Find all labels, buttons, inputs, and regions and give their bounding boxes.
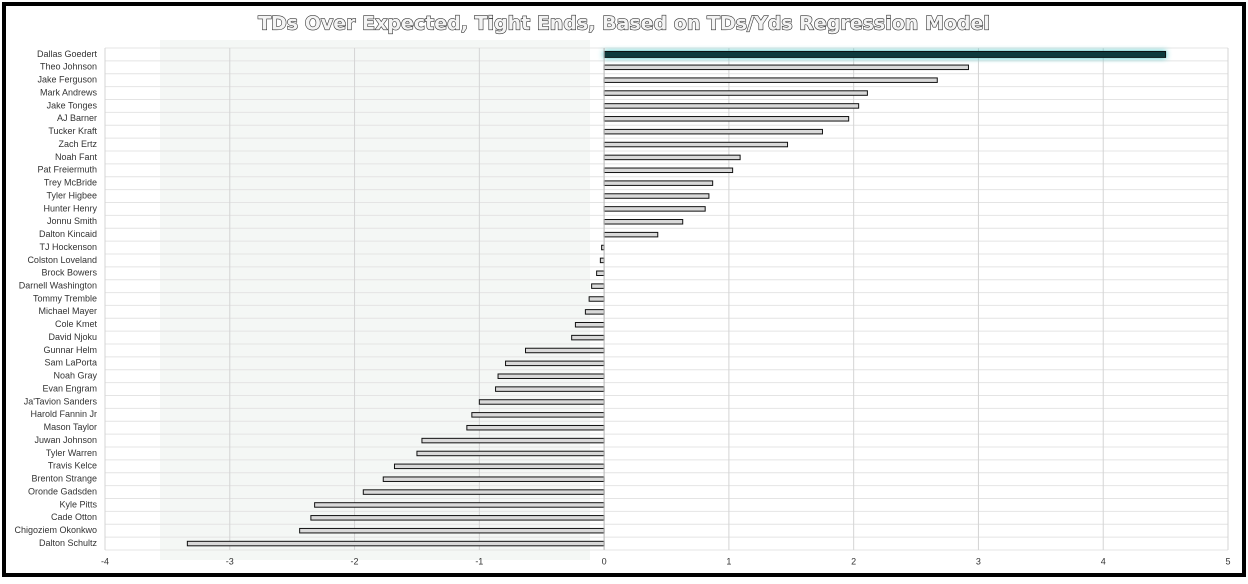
y-tick-label: Dallas Goedert — [37, 49, 98, 59]
y-tick-label: TJ Hockenson — [39, 242, 97, 252]
y-tick-label: Trey McBride — [44, 178, 97, 188]
y-tick-label: Tyler Warren — [46, 448, 97, 458]
bar — [603, 193, 710, 199]
bar — [478, 399, 605, 405]
bar — [571, 334, 605, 341]
y-tick-label: Travis Kelce — [48, 461, 97, 471]
bar — [495, 386, 605, 392]
bar — [603, 50, 1167, 58]
bar — [525, 347, 605, 354]
bar — [588, 296, 605, 302]
bar — [382, 476, 605, 482]
bar — [416, 450, 605, 457]
y-tick-label: Brock Bowers — [41, 268, 97, 278]
bar — [603, 231, 659, 238]
bar — [466, 424, 605, 431]
y-tick-label: Evan Engram — [42, 383, 97, 393]
y-tick-label: Colston Loveland — [27, 255, 97, 265]
bar — [314, 502, 605, 508]
y-tick-label: Mason Taylor — [44, 422, 97, 432]
y-tick-label: Mark Andrews — [40, 87, 98, 97]
y-tick-label: Cole Kmet — [55, 319, 98, 329]
x-tick-label: 1 — [726, 556, 731, 566]
bar — [603, 116, 850, 122]
bar — [603, 64, 969, 71]
x-tick-label: 0 — [602, 556, 607, 566]
bar — [603, 103, 860, 109]
x-tick-label: 2 — [851, 556, 856, 566]
y-tick-label: Zach Ertz — [58, 139, 97, 149]
bar — [603, 219, 684, 225]
y-tick-label: Tyler Higbee — [46, 190, 97, 200]
bar — [603, 77, 938, 83]
y-tick-label: Tucker Kraft — [48, 126, 97, 136]
bar — [603, 180, 714, 186]
x-tick-label: -2 — [351, 556, 359, 566]
bar — [186, 540, 605, 547]
y-tick-label: Jonnu Smith — [47, 216, 97, 226]
bar — [584, 309, 605, 315]
y-tick-label: Tommy Tremble — [33, 293, 97, 303]
bar — [310, 515, 605, 521]
y-tick-label: Dalton Kincaid — [39, 229, 97, 239]
y-tick-label: Cade Otton — [51, 512, 97, 522]
bar — [505, 360, 605, 367]
y-tick-label: Theo Johnson — [40, 62, 97, 72]
bar — [362, 489, 605, 495]
bar — [421, 437, 605, 444]
y-tick-label: Juwan Johnson — [34, 435, 97, 445]
x-tick-label: -4 — [101, 556, 109, 566]
y-tick-label: Darnell Washington — [19, 281, 97, 291]
y-tick-label: Oronde Gadsden — [28, 486, 97, 496]
y-tick-label: AJ Barner — [57, 113, 97, 123]
y-tick-label: Harold Fannin Jr — [30, 409, 97, 419]
chart-title: TDs Over Expected, Tight Ends, Based on … — [258, 13, 990, 35]
bar — [599, 257, 605, 264]
bar — [574, 321, 605, 328]
bar — [603, 128, 823, 135]
y-tick-label: Jake Tonges — [47, 100, 98, 110]
y-tick-label: Dalton Schultz — [39, 538, 98, 548]
y-tick-label: Brenton Strange — [31, 474, 97, 484]
bar — [299, 527, 605, 534]
y-tick-label: Noah Fant — [55, 152, 98, 162]
y-tick-label: Gunnar Helm — [43, 345, 97, 355]
y-tick-label: Pat Freiermuth — [37, 165, 97, 175]
y-tick-label: Sam LaPorta — [44, 358, 97, 368]
x-tick-label: 4 — [1101, 556, 1106, 566]
bar — [603, 154, 741, 161]
y-tick-label: Hunter Henry — [43, 203, 97, 213]
background-art — [160, 40, 590, 560]
y-tick-label: David Njoku — [48, 332, 97, 342]
y-tick-label: Chigoziem Okonkwo — [14, 525, 97, 535]
x-tick-label: -1 — [475, 556, 483, 566]
bar — [471, 412, 605, 418]
y-tick-label: Noah Gray — [53, 371, 97, 381]
bar — [603, 141, 789, 148]
x-tick-label: -3 — [226, 556, 234, 566]
bar — [596, 270, 605, 277]
bar — [393, 463, 605, 470]
bar — [603, 206, 706, 212]
bar — [603, 167, 734, 174]
bar — [497, 373, 605, 379]
x-tick-label: 5 — [1225, 556, 1230, 566]
y-tick-label: Jake Ferguson — [37, 75, 97, 85]
y-tick-label: Michael Mayer — [38, 306, 97, 316]
bar — [603, 90, 868, 96]
bar — [591, 283, 605, 289]
y-tick-label: Ja'Tavion Sanders — [24, 396, 98, 406]
x-tick-label: 3 — [976, 556, 981, 566]
y-tick-label: Kyle Pitts — [59, 499, 97, 509]
